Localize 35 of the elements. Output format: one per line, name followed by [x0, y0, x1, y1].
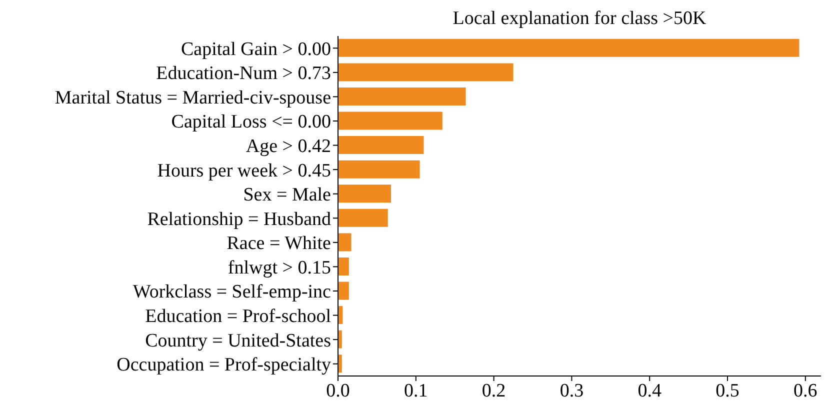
- bar: [338, 208, 388, 227]
- bar: [338, 160, 420, 178]
- y-tick-label: Relationship = Husband: [147, 208, 332, 230]
- y-tick-label: Marital Status = Married-civ-spouse: [54, 87, 331, 108]
- bar: [338, 112, 442, 130]
- y-tick-label: Capital Loss <= 0.00: [171, 112, 331, 133]
- y-tick-label: Hours per week > 0.45: [157, 160, 331, 182]
- bar: [338, 330, 342, 348]
- y-tick-label: Education-Num > 0.73: [156, 63, 331, 84]
- x-tick-label: 0.0: [326, 380, 350, 402]
- y-tick-label: Education = Prof-school: [145, 306, 331, 328]
- y-tick-label: Country = United-States: [145, 330, 331, 352]
- bar: [338, 63, 514, 82]
- y-tick-label: fnlwgt > 0.15: [228, 257, 331, 278]
- y-tick-label: Age > 0.42: [246, 136, 331, 158]
- chart-title: Local explanation for class >50K: [452, 8, 708, 30]
- bar: [338, 87, 466, 106]
- y-tick-label: Capital Gain > 0.00: [180, 38, 331, 60]
- bar: [338, 282, 349, 300]
- x-tick-label: 0.3: [560, 380, 584, 402]
- bar: [338, 354, 342, 373]
- y-tick-label: Sex = Male: [243, 184, 331, 206]
- bar: [338, 38, 800, 57]
- bar: [338, 136, 424, 154]
- bar: [338, 233, 352, 252]
- y-tick-label: Occupation = Prof-specialty: [116, 354, 332, 376]
- x-tick-label: 0.5: [716, 380, 740, 402]
- x-tick-label: 0.1: [404, 380, 428, 402]
- y-tick-label: Workclass = Self-emp-inc: [132, 282, 331, 303]
- x-tick-label: 0.6: [794, 380, 818, 402]
- bar: [338, 184, 391, 203]
- x-tick-label: 0.4: [638, 380, 662, 402]
- bar: [338, 257, 349, 276]
- y-tick-label: Race = White: [226, 233, 331, 254]
- x-tick-label: 0.2: [482, 380, 506, 402]
